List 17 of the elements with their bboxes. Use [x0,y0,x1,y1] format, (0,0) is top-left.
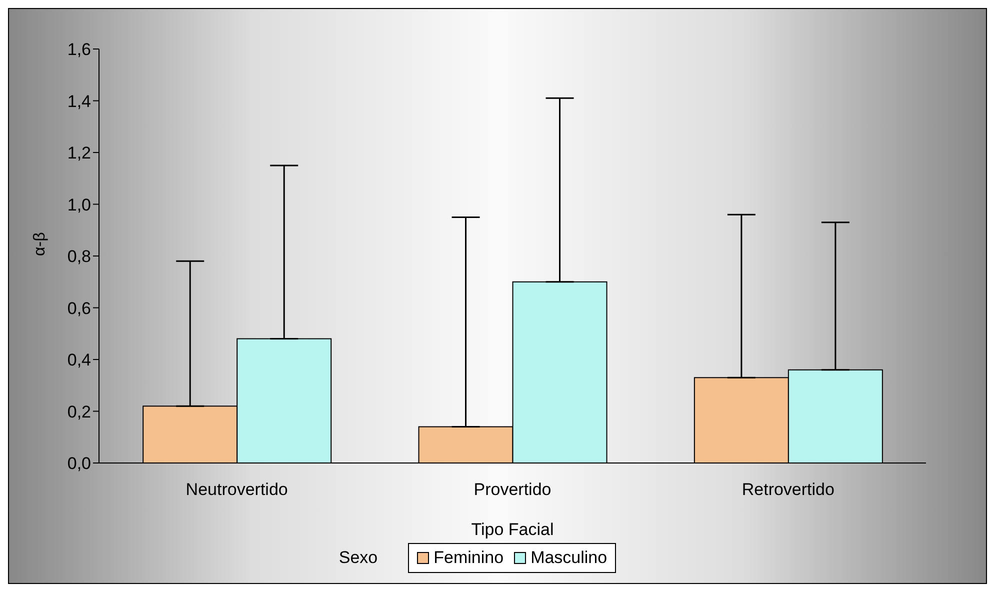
y-tick-label: 1,6 [67,40,91,60]
legend-label: Feminino [432,548,504,568]
y-tick-label: 0,8 [67,247,91,266]
x-axis-title: Tipo Facial [471,520,554,539]
x-tick-label: Provertido [474,480,552,500]
x-tick-label: Neutrovertido [186,480,288,500]
y-tick-label: 1,2 [67,144,91,163]
y-tick-label: 0,2 [67,402,91,422]
y-axis-title: α-β [32,232,49,256]
y-tick-label: 0,4 [67,350,91,370]
y-tick-label: 0,0 [67,454,91,474]
legend-label: Masculino [530,548,608,568]
x-tick-label: Retrovertido [742,480,834,500]
y-tick-label: 0,6 [67,298,91,318]
y-tick-label: 1,4 [67,92,91,111]
y-tick-label: 1,0 [67,195,91,214]
legend-title: Sexo [338,548,378,568]
